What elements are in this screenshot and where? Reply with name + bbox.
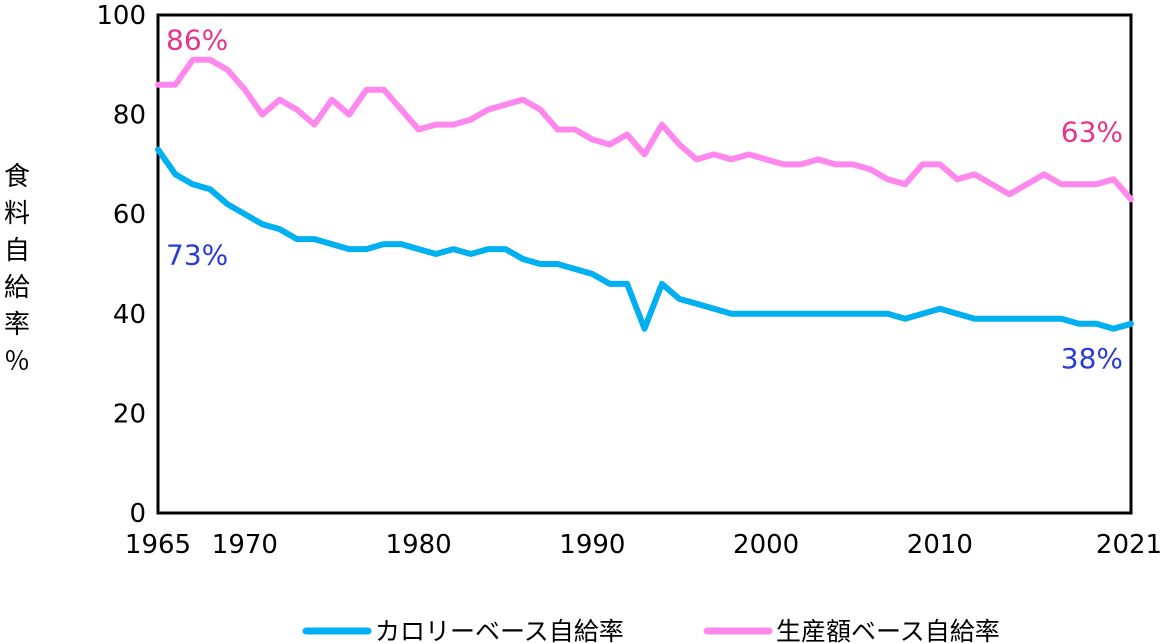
y-tick-label: 20 <box>113 399 146 429</box>
y-tick-label: 40 <box>113 300 146 330</box>
x-tick-label: 1980 <box>386 530 452 560</box>
y-tick-label: 100 <box>96 1 146 31</box>
series-line-1 <box>155 146 1134 332</box>
y-axis-label-char: 給 <box>4 273 30 303</box>
legend-label-2: 生産額ベース自給率 <box>776 617 1000 643</box>
y-axis-ticks: 0 20 40 60 80 100 <box>96 1 146 529</box>
series-lines <box>155 56 1134 332</box>
legend: カロリーベース自給率 生産額ベース自給率 <box>302 617 1000 643</box>
y-tick-label: 0 <box>129 499 146 529</box>
x-tick-label: 1970 <box>212 530 278 560</box>
y-axis-label-char: ％ <box>4 347 30 377</box>
x-tick-label: 2010 <box>907 530 973 560</box>
x-axis-ticks: 1965 1970 1980 1990 2000 2010 2021 <box>125 530 1162 560</box>
series-line-2 <box>155 56 1134 203</box>
value-annotation: 38% <box>1061 342 1123 375</box>
plot-frame <box>156 13 1133 515</box>
x-tick-label: 2021 <box>1096 530 1162 560</box>
y-tick-label: 80 <box>113 101 146 131</box>
value-annotation: 73% <box>166 238 228 271</box>
x-tick-label: 2000 <box>733 530 799 560</box>
value-annotation: 86% <box>166 24 228 57</box>
y-axis-label-char: 率 <box>4 310 30 340</box>
x-tick-label: 1965 <box>125 530 191 560</box>
value-annotation: 63% <box>1061 115 1123 148</box>
y-tick-label: 60 <box>113 200 146 230</box>
y-axis-label-char: 自 <box>4 236 30 266</box>
y-axis-label-char: 料 <box>4 199 30 229</box>
legend-label-1: カロリーベース自給率 <box>375 617 624 643</box>
data-annotations: 86% 73% 63% 38% <box>166 24 1123 375</box>
x-tick-label: 1990 <box>559 530 625 560</box>
y-axis-label-char: 食 <box>4 162 30 192</box>
